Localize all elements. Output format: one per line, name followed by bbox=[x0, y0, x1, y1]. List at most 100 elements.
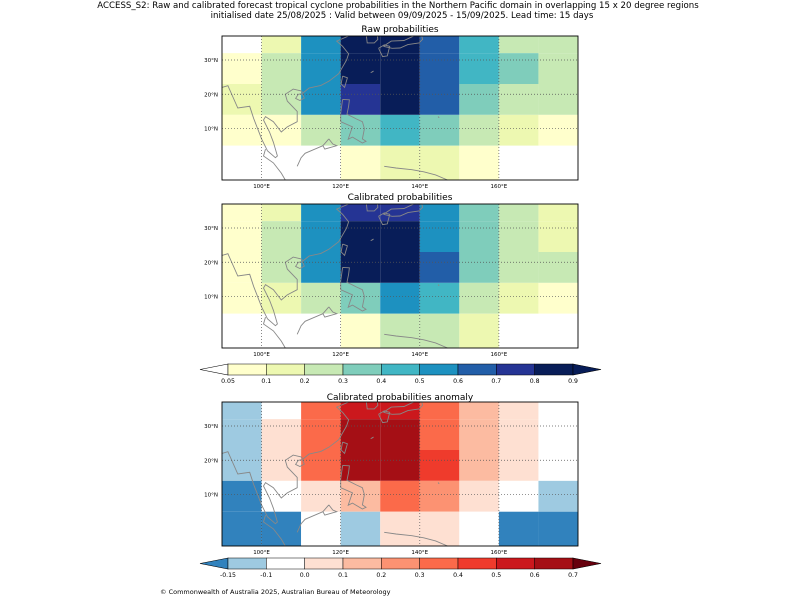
probability-colorbar-segment-2 bbox=[304, 363, 344, 376]
probability-colorbar-segment-4 bbox=[381, 363, 420, 376]
probability-colorbar-segment-8 bbox=[534, 363, 574, 376]
anomaly-cell-r1-c6 bbox=[459, 419, 499, 450]
calibrated-cell-r2-c0 bbox=[222, 252, 262, 283]
anomaly-cell-r3-c6 bbox=[459, 480, 499, 512]
anomaly-colorbar-tick-label: 0.0 bbox=[300, 572, 310, 579]
calibrated-xtick-label: 160°E bbox=[491, 352, 508, 358]
raw-coast-segment-4 bbox=[365, 35, 379, 44]
anomaly-cell-r0-c2 bbox=[301, 402, 341, 420]
raw-cell-r1-c1 bbox=[261, 53, 302, 84]
calibrated-coast-segment-1 bbox=[294, 261, 305, 270]
raw-probabilities-panel: Raw probabilities 100°E 120°E 140°E 160°E 10… bbox=[204, 25, 579, 190]
calibrated-cell-r3-c6 bbox=[459, 282, 499, 314]
probability-colorbar-tick-label: 0.7 bbox=[491, 378, 501, 385]
raw-xtick-label: 120°E bbox=[332, 184, 349, 190]
raw-cell-r2-c6 bbox=[459, 84, 499, 115]
anomaly-cell-r1-c2 bbox=[301, 419, 341, 450]
probability-colorbar-under-arrow bbox=[199, 363, 229, 376]
raw-cell-r2-c2 bbox=[301, 84, 341, 115]
raw-cell-r0-c1 bbox=[261, 36, 302, 54]
anomaly-coast-segment-9 bbox=[296, 511, 324, 533]
calibrated-coast-segment-6 bbox=[383, 203, 423, 217]
probability-colorbar-segment-7 bbox=[496, 363, 535, 376]
calibrated-cell-r3-c0 bbox=[222, 282, 262, 314]
raw-cell-r4-c5 bbox=[419, 145, 460, 180]
anomaly-colorbar-under-arrow bbox=[199, 557, 229, 570]
anomaly-cell-r0-c5 bbox=[419, 402, 460, 420]
anomaly-colorbar-segment-7 bbox=[496, 557, 535, 570]
anomaly-coastline bbox=[221, 401, 448, 547]
anomaly-cell-r3-c8 bbox=[538, 480, 578, 512]
anomaly-colorbar-segment-2 bbox=[304, 557, 344, 570]
anomaly-colorbar-tick-label: -0.1 bbox=[260, 572, 272, 579]
calibrated-ytick-label: 10°N bbox=[204, 295, 218, 301]
calibrated-cell-r3-c5 bbox=[419, 282, 460, 314]
raw-coast-segment-1 bbox=[294, 93, 305, 102]
anomaly-cell-r1-c5 bbox=[419, 419, 460, 450]
calibrated-cell-r0-c5 bbox=[419, 204, 460, 222]
anomaly-cell-r4-c4 bbox=[380, 511, 420, 546]
calibrated-ytick-label: 30°N bbox=[204, 226, 218, 232]
calibrated-cell-r1-c2 bbox=[301, 221, 341, 252]
calibrated-coast-segment-11 bbox=[437, 284, 440, 287]
calibrated-probabilities-panel: Calibrated probabilities 100°E 120°E 140°E… bbox=[204, 193, 579, 358]
calibrated-cell-r3-c7 bbox=[498, 282, 539, 314]
anomaly-colorbar-tick-label: 0.1 bbox=[338, 572, 348, 579]
calibrated-cell-r4-c5 bbox=[419, 313, 460, 348]
anomaly-cell-r2-c5 bbox=[419, 450, 460, 481]
raw-cell-r3-c2 bbox=[301, 114, 341, 146]
calibrated-cell-r4-c8 bbox=[538, 313, 578, 348]
calibrated-cell-r1-c8 bbox=[538, 221, 578, 252]
anomaly-cell-r4-c7 bbox=[498, 511, 539, 546]
anomaly-colorbar-segment-1 bbox=[266, 557, 305, 570]
anomaly-cell-r1-c8 bbox=[538, 419, 578, 450]
raw-coast-segment-8 bbox=[262, 148, 286, 181]
calibrated-coast-segment-8 bbox=[262, 316, 286, 349]
anomaly-cell-r2-c4 bbox=[380, 450, 420, 481]
anomaly-cell-r0-c7 bbox=[498, 402, 539, 420]
raw-cell-r2-c8 bbox=[538, 84, 578, 115]
calibrated-cell-r1-c6 bbox=[459, 221, 499, 252]
calibrated-cell-r0-c3 bbox=[340, 204, 381, 222]
probability-colorbar-tick-label: 0.1 bbox=[261, 378, 271, 385]
calibrated-cell-r0-c4 bbox=[380, 204, 420, 222]
calibrated-map-frame bbox=[221, 203, 579, 349]
calibrated-cell-r0-c6 bbox=[459, 204, 499, 222]
anomaly-cell-r4-c0 bbox=[222, 511, 262, 546]
raw-coast-segment-10 bbox=[384, 165, 448, 181]
raw-cell-r2-c5 bbox=[419, 84, 460, 115]
calibrated-cell-r3-c1 bbox=[261, 282, 302, 314]
probability-colorbar-tick-label: 0.3 bbox=[338, 378, 348, 385]
anomaly-cell-r0-c6 bbox=[459, 402, 499, 420]
anomaly-colorbar-segment-8 bbox=[534, 557, 574, 570]
raw-cell-r0-c4 bbox=[380, 36, 420, 54]
raw-xtick-label: 100°E bbox=[253, 184, 270, 190]
raw-coast-segment-2 bbox=[340, 75, 348, 89]
calibrated-cell-r2-c1 bbox=[261, 252, 302, 283]
probability-colorbar-segment-3 bbox=[342, 363, 382, 376]
calibrated-cell-r1-c1 bbox=[261, 221, 302, 252]
calibrated-cell-r0-c0 bbox=[222, 204, 262, 222]
raw-cell-r2-c7 bbox=[498, 84, 539, 115]
probability-colorbar-segment-6 bbox=[457, 363, 497, 376]
anomaly-colorbar-tick-label: 0.3 bbox=[415, 572, 425, 579]
calibrated-cell-r2-c6 bbox=[459, 252, 499, 283]
calibrated-coast-segment-5 bbox=[378, 212, 391, 226]
anomaly-coast-segment-6 bbox=[383, 401, 423, 415]
calibrated-cell-r3-c4 bbox=[380, 282, 420, 314]
anomaly-cell-r3-c1 bbox=[261, 480, 302, 512]
anomaly-cell-r2-c0 bbox=[222, 450, 262, 481]
anomaly-cell-r0-c1 bbox=[261, 402, 302, 420]
anomaly-colorbar-segment-6 bbox=[457, 557, 497, 570]
probability-colorbar-segment-0 bbox=[227, 363, 267, 376]
anomaly-colorbar-tick-label: 0.6 bbox=[530, 572, 540, 579]
calibrated-cell-r1-c0 bbox=[222, 221, 262, 252]
calibrated-cell-r4-c3 bbox=[340, 313, 381, 348]
anomaly-coast-segment-8 bbox=[262, 514, 286, 547]
calibrated-cell-r4-c6 bbox=[459, 313, 499, 348]
anomaly-colorbar-segment-5 bbox=[419, 557, 459, 570]
anomaly-map-frame bbox=[221, 401, 579, 547]
raw-coast-segment-3 bbox=[340, 98, 367, 144]
calibrated-cell-r1-c5 bbox=[419, 221, 460, 252]
